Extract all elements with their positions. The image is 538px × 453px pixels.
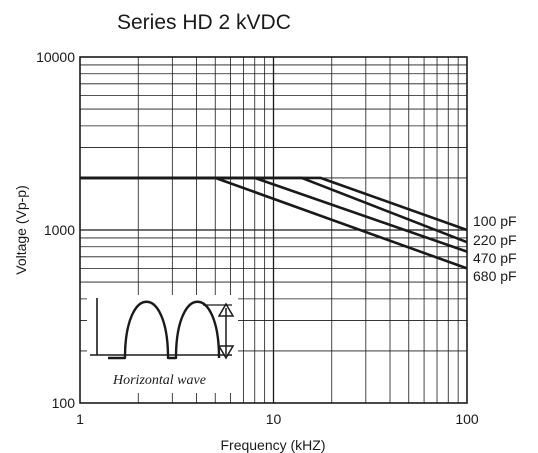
rectified-wave-icon (90, 298, 235, 360)
y-axis-label: Voltage (Vp-p) (13, 185, 29, 275)
series-line (80, 176, 468, 270)
x-tick-label: 10 (266, 411, 282, 427)
chart-title: Series HD 2 kVDC (117, 11, 291, 34)
series-label: 680 pF (473, 268, 517, 284)
y-tick-label: 100 (52, 395, 76, 411)
plot-frame (79, 56, 468, 404)
series-lines (80, 176, 468, 270)
series-label: 100 pF (473, 213, 517, 229)
tick-labels: 1 10 100 100 1000 10000 (36, 49, 479, 427)
x-tick-label: 100 (455, 411, 479, 427)
x-axis-label: Frequency (kHZ) (220, 437, 325, 453)
series-labels: 100 pF 220 pF 470 pF 680 pF (473, 213, 517, 284)
horizontal-wave-inset: Horizontal wave (87, 295, 238, 393)
series-label: 220 pF (473, 232, 517, 248)
y-tick-label: 10000 (36, 49, 75, 65)
x-tick-label: 1 (76, 411, 84, 427)
inset-label: Horizontal wave (112, 373, 206, 388)
inset-background (87, 295, 238, 393)
series-label: 470 pF (473, 250, 517, 266)
grid (80, 57, 467, 403)
y-tick-label: 1000 (44, 222, 75, 238)
